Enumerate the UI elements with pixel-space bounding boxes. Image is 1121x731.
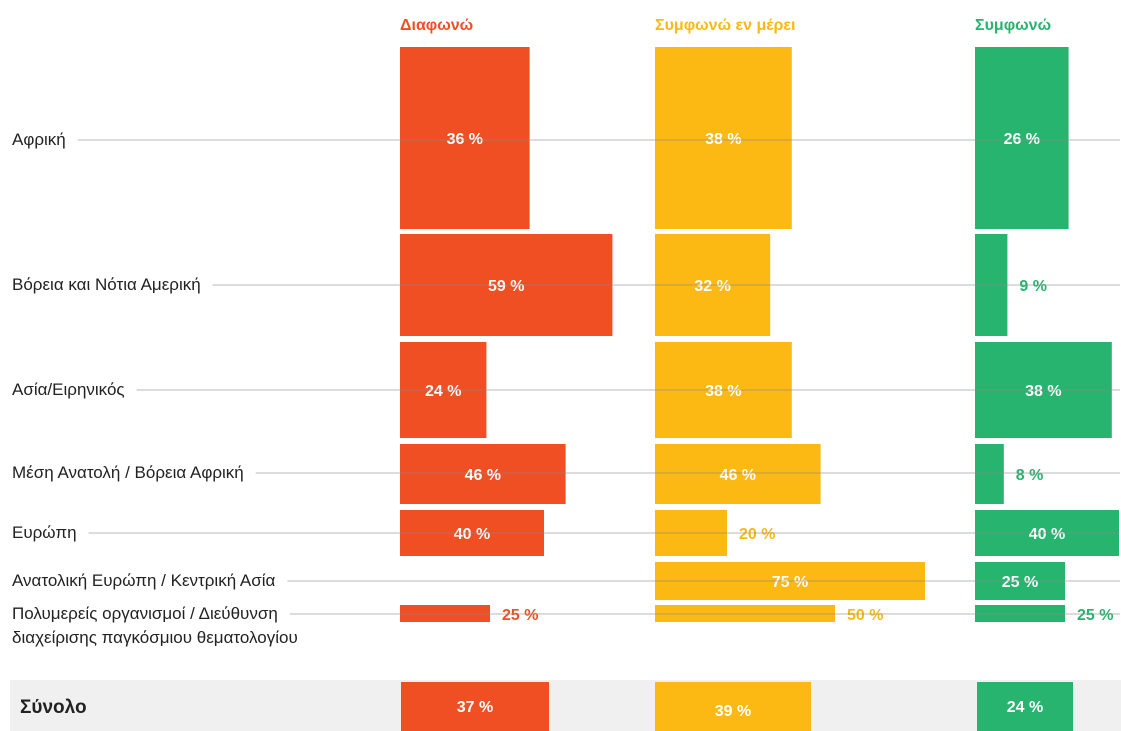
value-label: 8 % xyxy=(1016,467,1044,484)
value-label: 20 % xyxy=(739,526,775,543)
category-label: Ευρώπη xyxy=(12,523,77,542)
value-label: 75 % xyxy=(772,574,808,591)
value-label: 24 % xyxy=(425,383,461,400)
bar xyxy=(400,444,566,504)
bar xyxy=(655,47,792,229)
total-background xyxy=(10,680,1121,731)
series-header: Συμφωνώ xyxy=(975,17,1051,34)
value-label: 40 % xyxy=(1029,526,1065,543)
value-label: 9 % xyxy=(1019,278,1047,295)
bar xyxy=(975,47,1069,229)
value-label: 59 % xyxy=(488,278,524,295)
value-label: 46 % xyxy=(465,467,501,484)
value-label: 25 % xyxy=(1077,607,1113,624)
value-label: 46 % xyxy=(720,467,756,484)
category-label: Ασία/Ειρηνικός xyxy=(12,380,125,399)
category-label: Ανατολική Ευρώπη / Κεντρική Ασία xyxy=(12,571,276,590)
category-label: Σύνολο xyxy=(20,697,87,718)
category-label: Αφρική xyxy=(12,130,66,149)
bar xyxy=(400,47,530,229)
series-header: Συμφωνώ εν μέρει xyxy=(655,17,795,34)
bar xyxy=(975,444,1004,504)
value-label: 38 % xyxy=(1025,383,1061,400)
value-label: 32 % xyxy=(694,278,730,295)
bar xyxy=(977,682,1073,731)
series-header: Διαφωνώ xyxy=(400,17,473,34)
value-label: 38 % xyxy=(705,383,741,400)
bar xyxy=(401,682,549,731)
category-label: Μέση Ανατολή / Βόρεια Αφρική xyxy=(12,463,244,482)
value-label: 25 % xyxy=(502,607,538,624)
bar xyxy=(655,444,821,504)
category-label: Πολυμερείς οργανισμοί / Διεύθυνση διαχεί… xyxy=(12,604,298,647)
category-label: Βόρεια και Νότια Αμερική xyxy=(12,275,201,294)
bar xyxy=(655,682,811,731)
value-label: 39 % xyxy=(715,703,751,720)
value-label: 40 % xyxy=(454,526,490,543)
value-label: 24 % xyxy=(1007,699,1043,716)
value-label: 50 % xyxy=(847,607,883,624)
value-label: 37 % xyxy=(457,699,493,716)
value-label: 25 % xyxy=(1002,574,1038,591)
